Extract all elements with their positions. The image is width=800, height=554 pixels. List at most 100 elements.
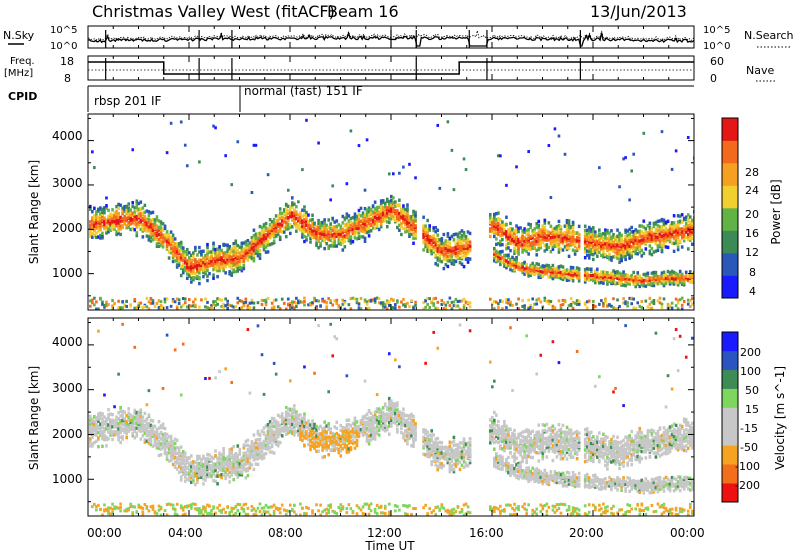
heatmap-cell [567, 243, 571, 247]
heatmap-cell [295, 221, 298, 226]
heatmap-cell [175, 242, 179, 246]
heatmap-cell [89, 232, 92, 236]
heatmap-cell [622, 250, 625, 254]
heatmap-cell [171, 259, 175, 264]
heatmap-cell [246, 473, 250, 478]
heatmap-cell [240, 466, 244, 470]
heatmap-cell [672, 249, 676, 254]
heatmap-cell [616, 236, 619, 240]
heatmap-cell [206, 470, 209, 474]
heatmap-cell [141, 415, 145, 419]
heatmap-cell [648, 302, 652, 306]
heatmap-cell [228, 244, 232, 249]
heatmap-cell [561, 248, 565, 252]
heatmap-cell [226, 246, 229, 250]
heatmap-cell [125, 432, 128, 436]
heatmap-cell [198, 466, 201, 470]
heatmap-cell [159, 507, 163, 511]
heatmap-cell [291, 201, 294, 205]
heatmap-cell [497, 221, 500, 226]
heatmap-cell [131, 505, 135, 509]
heatmap-cell [161, 386, 165, 390]
heatmap-cell [185, 268, 189, 272]
heatmap-cell [430, 301, 434, 305]
heatmap-cell [371, 210, 375, 214]
heatmap-cell [383, 210, 387, 215]
heatmap-cell [587, 225, 591, 230]
heatmap-cell [117, 372, 120, 376]
heatmap-cell [648, 244, 652, 248]
heatmap-cell [254, 457, 258, 461]
heatmap-cell [523, 304, 526, 308]
heatmap-cell [638, 280, 642, 284]
heatmap-cell [525, 228, 528, 233]
heatmap-cell [272, 235, 276, 239]
heatmap-cell [444, 263, 448, 267]
heatmap-cell [185, 251, 189, 256]
heatmap-cell [515, 228, 518, 232]
heatmap-cell [511, 255, 514, 260]
heatmap-cell [250, 508, 254, 512]
heatmap-cell [270, 231, 274, 235]
heatmap-cell [555, 241, 559, 245]
heatmap-cell [246, 459, 250, 464]
heatmap-cell [612, 232, 615, 237]
heatmap-cell [276, 413, 280, 417]
heatmap-cell [567, 269, 571, 273]
heatmap-cell [458, 260, 462, 265]
heatmap-cell [622, 283, 625, 287]
heatmap-cell [268, 434, 272, 438]
heatmap-cell [218, 261, 221, 266]
heatmap-cell [268, 217, 272, 222]
heatmap-cell [264, 434, 268, 438]
heatmap-cell [212, 456, 215, 460]
heatmap-cell [246, 250, 250, 254]
heatmap-cell [270, 438, 274, 443]
heatmap-cell [406, 208, 409, 213]
heatmap-cell [571, 222, 575, 227]
heatmap-cell [268, 446, 272, 450]
heatmap-cell [149, 301, 153, 305]
heatmap-cell [97, 436, 100, 440]
heatmap-cell [282, 225, 286, 229]
heatmap-cell [335, 301, 339, 305]
heatmap-cell [256, 446, 260, 450]
heatmap-cell [214, 247, 217, 252]
heatmap-cell [563, 245, 567, 249]
heatmap-cell [232, 477, 236, 482]
heatmap-cell [541, 226, 545, 230]
heatmap-cell [424, 239, 427, 244]
heatmap-cell [95, 231, 98, 235]
heatmap-cell [377, 216, 381, 220]
heatmap-cell [274, 419, 278, 424]
heatmap-cell [406, 225, 409, 229]
heatmap-cell [260, 453, 264, 458]
heatmap-cell [238, 265, 242, 270]
heatmap-cell [557, 238, 561, 242]
heatmap-cell [93, 206, 96, 210]
heatmap-cell [612, 306, 615, 310]
heatmap-cell [507, 255, 510, 260]
heatmap-cell [422, 248, 425, 252]
heatmap-cell [185, 265, 189, 270]
heatmap-cell [173, 452, 177, 456]
heatmap-cell [638, 274, 642, 278]
heatmap-cell [642, 131, 646, 135]
heatmap-cell [379, 209, 383, 213]
heatmap-cell [462, 246, 466, 250]
heatmap-cell [442, 257, 446, 261]
heatmap-cell [113, 227, 116, 231]
heatmap-cell [571, 300, 575, 304]
heatmap-cell [503, 223, 506, 227]
heatmap-cell [165, 438, 169, 443]
heatmap-cell [674, 281, 678, 285]
heatmap-cell [672, 272, 676, 277]
heatmap-cell [111, 425, 114, 429]
heatmap-cell [115, 209, 118, 214]
heatmap-cell [133, 218, 137, 222]
heatmap-cell [656, 224, 660, 228]
heatmap-cell [230, 465, 234, 470]
heatmap-cell [204, 377, 207, 381]
heatmap-cell [155, 237, 159, 242]
heatmap-cell [434, 253, 438, 257]
